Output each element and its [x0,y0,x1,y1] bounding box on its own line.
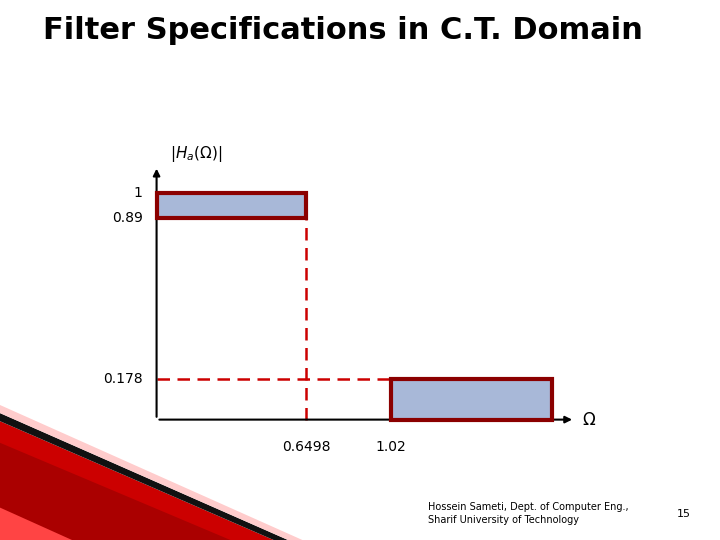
Text: 0.178: 0.178 [103,372,143,386]
Text: Hossein Sameti, Dept. of Computer Eng.,: Hossein Sameti, Dept. of Computer Eng., [428,502,629,512]
Text: 15: 15 [678,509,691,519]
Text: Filter Specifications in C.T. Domain: Filter Specifications in C.T. Domain [43,16,643,45]
Text: Sharif University of Technology: Sharif University of Technology [428,515,580,525]
Text: 1.02: 1.02 [376,440,406,454]
Text: $|H_a(\Omega)|$: $|H_a(\Omega)|$ [171,144,222,164]
Text: 0.89: 0.89 [112,211,143,225]
Text: 1: 1 [134,186,143,200]
Text: 0.6498: 0.6498 [282,440,330,454]
Bar [156,193,306,218]
Text: $\Omega$: $\Omega$ [582,410,596,429]
Bar [391,379,552,420]
